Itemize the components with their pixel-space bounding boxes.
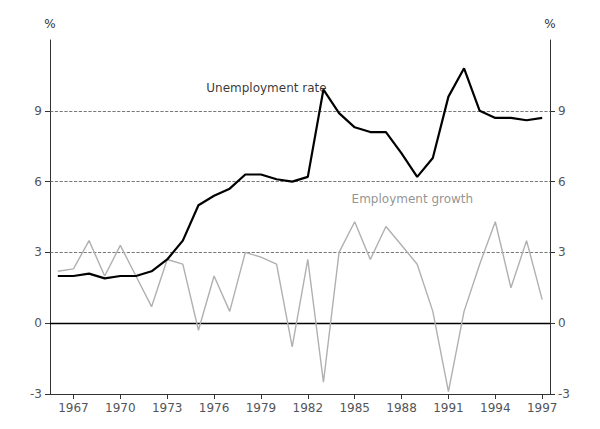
svg-text:Employment growth: Employment growth (352, 192, 474, 206)
svg-text:0: 0 (34, 316, 42, 330)
svg-text:1979: 1979 (246, 401, 277, 415)
svg-text:1985: 1985 (339, 401, 370, 415)
svg-text:0: 0 (558, 316, 566, 330)
svg-text:%: % (44, 17, 55, 31)
svg-text:3: 3 (558, 245, 566, 259)
svg-text:1973: 1973 (152, 401, 183, 415)
svg-text:-3: -3 (30, 387, 42, 401)
svg-text:1967: 1967 (58, 401, 89, 415)
svg-text:3: 3 (34, 245, 42, 259)
svg-text:6: 6 (34, 175, 42, 189)
svg-text:9: 9 (34, 104, 42, 118)
svg-text:1991: 1991 (433, 401, 464, 415)
svg-text:Unemployment rate: Unemployment rate (206, 81, 326, 95)
svg-text:1988: 1988 (386, 401, 417, 415)
svg-text:1982: 1982 (293, 401, 324, 415)
svg-text:1994: 1994 (480, 401, 511, 415)
svg-text:1976: 1976 (199, 401, 230, 415)
svg-text:%: % (544, 17, 555, 31)
svg-text:9: 9 (558, 104, 566, 118)
svg-text:-3: -3 (558, 387, 570, 401)
svg-text:1997: 1997 (527, 401, 558, 415)
svg-text:1970: 1970 (105, 401, 136, 415)
svg-text:6: 6 (558, 175, 566, 189)
